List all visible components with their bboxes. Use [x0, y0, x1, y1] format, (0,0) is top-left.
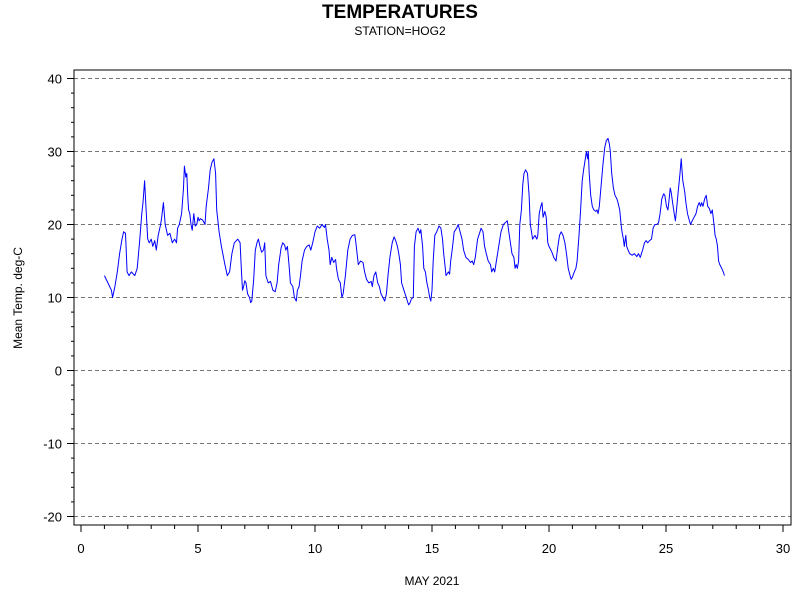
y-tick-label: -20	[43, 510, 62, 525]
x-tick-label: 15	[425, 541, 439, 556]
x-tick-label: 25	[659, 541, 673, 556]
x-axis: 0 5 10 15 20 25 30	[77, 525, 790, 556]
gridlines	[74, 78, 791, 517]
x-tick-label: 5	[194, 541, 201, 556]
x-tick-label: 20	[542, 541, 556, 556]
y-tick-label: 40	[48, 72, 62, 87]
y-axis-label: Mean Temp. deg-C	[11, 247, 25, 349]
series-layer	[103, 137, 725, 306]
chart-subtitle: STATION=HOG2	[354, 24, 446, 38]
y-tick-label: 10	[48, 291, 62, 306]
y-axis: -20 -10 0 10 20 30 40	[43, 72, 74, 525]
x-tick-label: 10	[308, 541, 322, 556]
x-tick-label: 30	[776, 541, 790, 556]
chart-title: TEMPERATURES	[322, 2, 478, 23]
y-tick-label: -10	[43, 437, 62, 452]
x-tick-label: 0	[77, 541, 84, 556]
y-tick-label: 0	[55, 364, 62, 379]
x-axis-label: MAY 2021	[405, 574, 460, 588]
series-line-0	[103, 137, 725, 306]
y-tick-label: 30	[48, 145, 62, 160]
y-tick-label: 20	[48, 218, 62, 233]
